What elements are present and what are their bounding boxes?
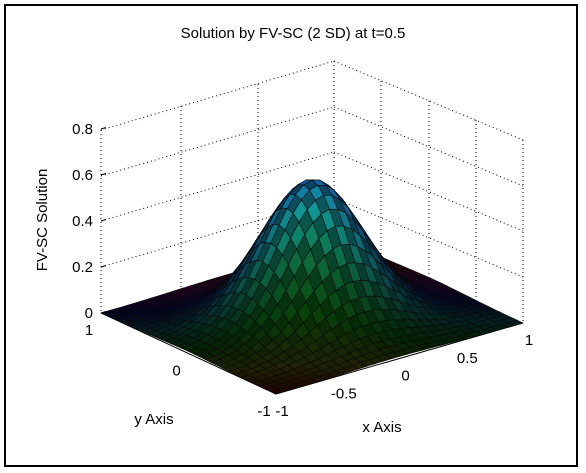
z-tick-label: 0 — [85, 305, 93, 322]
z-tick-mark — [100, 219, 107, 222]
z-tick-label: 0.6 — [72, 167, 93, 184]
surface-patch — [508, 319, 524, 326]
x-tick-label: -1 — [275, 403, 288, 420]
y-axis-label: y Axis — [134, 411, 173, 428]
z-tick-mark — [100, 127, 107, 130]
z-tick-mark — [100, 311, 107, 314]
z-tick-labels: 0 0.2 0.4 0.6 0.8 — [72, 121, 107, 322]
z-tick-mark — [100, 265, 107, 268]
z-tick-label: 0.4 — [72, 213, 93, 230]
x-tick-label: -0.5 — [331, 385, 357, 402]
figure-frame: 0 0.2 0.4 0.6 0.8 -1 -0.5 0 0.5 1 -1 0 1 Solution … — [4, 4, 578, 467]
y-tick-label: 0 — [172, 363, 180, 380]
y-tick-label: 1 — [85, 322, 93, 339]
x-tick-label: 0.5 — [457, 350, 478, 367]
z-tick-label: 0.8 — [72, 121, 93, 138]
y-tick-label: -1 — [257, 403, 270, 420]
z-axis-label: FV-SC Solution — [34, 169, 51, 272]
chart-title: Solution by FV-SC (2 SD) at t=0.5 — [181, 25, 406, 42]
x-tick-label: 1 — [525, 332, 533, 349]
surface-plot: 00.20.40.60.8 -1-0.500.51 -101 Solution … — [34, 25, 533, 436]
z-tick-label: 0.2 — [72, 259, 93, 276]
x-axis-label: x Axis — [362, 419, 401, 436]
y-tick-labels: -1 0 1 — [85, 322, 271, 420]
z-tick-mark — [100, 173, 107, 176]
x-tick-label: 0 — [401, 368, 409, 385]
surface-mesh — [100, 179, 524, 395]
x-tick-labels: -1 -0.5 0 0.5 1 — [275, 332, 533, 420]
